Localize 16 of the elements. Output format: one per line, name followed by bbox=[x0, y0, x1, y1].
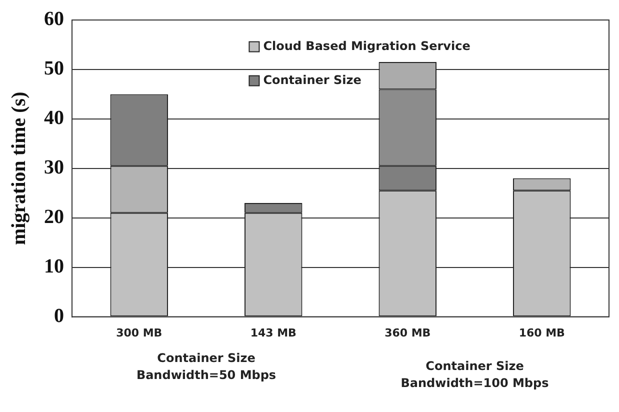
y-tick-label: 10 bbox=[44, 256, 64, 278]
y-tick-label: 0 bbox=[54, 304, 64, 327]
y-tick-label: 60 bbox=[44, 8, 64, 30]
legend-label: Cloud Based Migration Service bbox=[263, 38, 470, 53]
text: Container Size Bandwidth=100 Mbps bbox=[400, 358, 549, 390]
y-tick-label: 50 bbox=[44, 58, 64, 80]
x-tick-label: 360 MB bbox=[384, 326, 431, 340]
y-tick-label: 20 bbox=[44, 206, 64, 228]
y-tick-label: 40 bbox=[44, 107, 64, 130]
x-tick-label: 300 MB bbox=[116, 326, 162, 340]
y-tick-label: 30 bbox=[44, 156, 64, 179]
y-axis-title: migration time (s) bbox=[8, 92, 30, 246]
x-tick-label: 143 MB bbox=[250, 326, 296, 340]
x-tick-label: 160 MB bbox=[518, 326, 565, 340]
legend-label: Container Size bbox=[263, 72, 362, 87]
text: Container Size Bandwidth=50 Mbps bbox=[136, 350, 276, 382]
